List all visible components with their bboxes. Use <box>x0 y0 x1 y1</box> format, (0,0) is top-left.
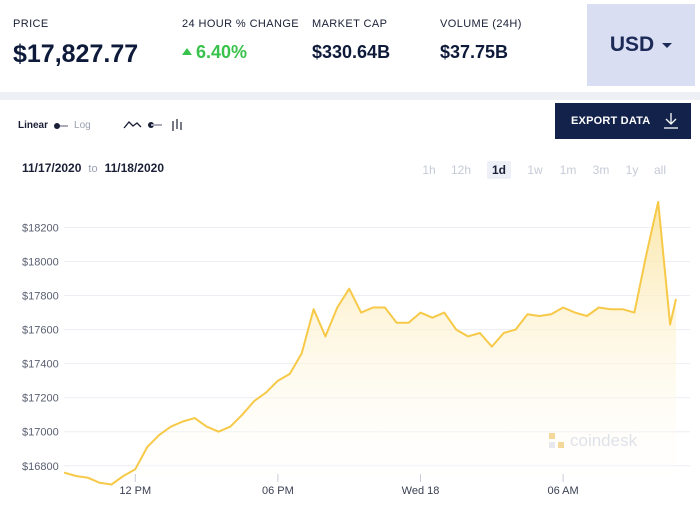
line-chart-icon[interactable] <box>123 121 142 129</box>
caret-down-icon <box>662 42 673 48</box>
range-selector: 1h 12h 1d 1w 1m 3m 1y all <box>410 161 670 179</box>
chart-type-toggle[interactable] <box>123 117 185 133</box>
x-tick-label: 06 PM <box>262 485 294 497</box>
y-tick-label: $17400 <box>22 359 59 371</box>
y-tick-label: $17200 <box>22 393 59 405</box>
date-range: 11/17/2020 to 11/18/2020 <box>22 161 164 175</box>
chart-panel: Linear Log EXPORT DATA 11/17/2020 to 11/18… <box>0 100 700 512</box>
scale-switch[interactable] <box>54 122 69 129</box>
export-data-button[interactable]: EXPORT DATA <box>555 103 691 139</box>
currency-select[interactable]: USD <box>587 4 695 86</box>
y-axis: $16800 $17000 $17200 $17400 $17600 $17800 $180… <box>22 222 59 472</box>
range-all[interactable]: all <box>653 163 666 177</box>
volume-value: $37.75B <box>440 42 509 62</box>
date-from[interactable]: 11/17/2020 <box>22 161 82 175</box>
date-to-word: to <box>88 163 98 175</box>
price-value: $17,827.77 <box>13 40 139 68</box>
range-1d[interactable]: 1d <box>487 161 511 179</box>
y-tick-label: $17800 <box>22 291 59 303</box>
market-cap-value: $330.64B <box>312 42 391 62</box>
stats-bar: PRICE $17,827.77 24 HOUR % CHANGE 6.40% … <box>0 0 700 92</box>
price-chart[interactable]: $16800 $17000 $17200 $17400 $17600 $17800 $180… <box>0 100 700 512</box>
watermark-text: coindesk <box>570 431 638 450</box>
arrow-up-icon <box>182 48 192 55</box>
scale-log-label[interactable]: Log <box>74 120 91 131</box>
change-value: 6.40% <box>196 42 248 62</box>
range-1m[interactable]: 1m <box>559 163 577 177</box>
x-tick-label: 06 AM <box>548 485 579 497</box>
y-tick-label: $18000 <box>22 257 59 269</box>
range-1y[interactable]: 1y <box>625 163 639 177</box>
scale-linear-label[interactable]: Linear <box>18 120 49 131</box>
market-cap-label: MARKET CAP <box>312 18 388 30</box>
chart-area <box>63 200 677 486</box>
y-tick-label: $16800 <box>22 461 59 473</box>
coindesk-watermark: coindesk <box>548 431 637 451</box>
y-tick-label: $17600 <box>22 325 59 337</box>
x-tick-label: 12 PM <box>119 485 151 497</box>
range-12h[interactable]: 12h <box>450 163 472 177</box>
price-area-fill <box>64 201 676 485</box>
range-3m[interactable]: 3m <box>592 163 610 177</box>
range-1h[interactable]: 1h <box>422 163 436 177</box>
range-1w[interactable]: 1w <box>527 163 543 177</box>
change-value-wrap: 6.40% <box>182 42 247 63</box>
coindesk-logo-icon <box>549 433 564 448</box>
price-label: PRICE <box>13 18 49 30</box>
x-tick-label: Wed 18 <box>402 485 440 497</box>
x-axis: 12 PM 06 PM Wed 18 06 AM <box>119 474 579 497</box>
date-to[interactable]: 11/18/2020 <box>104 161 164 175</box>
volume-label: VOLUME (24H) <box>440 18 522 30</box>
currency-label: USD <box>609 33 655 56</box>
change-label: 24 HOUR % CHANGE <box>182 18 300 30</box>
download-icon <box>664 113 678 129</box>
scale-toggle[interactable]: Linear Log <box>18 120 91 131</box>
candlestick-icon[interactable] <box>172 119 182 131</box>
export-data-label: EXPORT DATA <box>571 115 651 127</box>
chart-type-switch-track[interactable] <box>151 124 162 126</box>
y-tick-label: $17000 <box>22 427 59 439</box>
y-tick-label: $18200 <box>22 222 59 234</box>
